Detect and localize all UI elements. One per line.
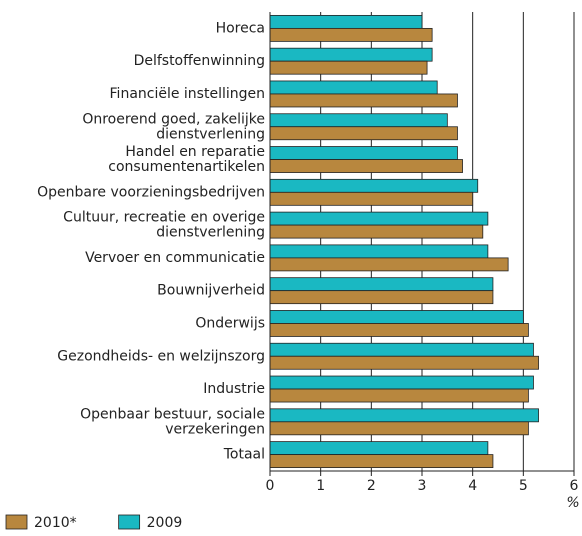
bar: [269, 421, 529, 436]
legend-label: 2010*: [34, 515, 77, 531]
y-tick-label: Onderwijs: [195, 315, 265, 331]
y-tick-label: Delfstoffenwinning: [134, 53, 265, 69]
y-tick-label: Cultuur, recreatie en overige dienstverle…: [63, 210, 265, 241]
bar: [269, 60, 428, 75]
bar: [269, 355, 539, 370]
bar: [269, 375, 534, 390]
y-tick-label: Bouwnijverheid: [157, 283, 265, 299]
bar: [269, 342, 534, 357]
legend-swatch: [118, 514, 141, 530]
bar: [269, 408, 539, 423]
legend-swatch: [5, 514, 28, 530]
bar: [269, 93, 458, 108]
bar: [269, 159, 463, 173]
bar: [269, 290, 494, 305]
bar: [269, 244, 489, 259]
bar: [269, 388, 529, 403]
bar: [269, 178, 479, 193]
bar: [269, 191, 474, 206]
bar: [269, 27, 433, 42]
x-tick-label: 0: [266, 478, 275, 494]
x-tick-label: 4: [468, 478, 477, 494]
y-tick-label: Gezondheids- en welzijnszorg: [57, 348, 265, 364]
bar: [269, 146, 458, 160]
y-tick-label: Openbaar bestuur, sociale verzekeringen: [80, 406, 265, 437]
y-tick-label: Totaal: [223, 447, 265, 463]
bar: [269, 323, 529, 337]
bar: [269, 126, 458, 141]
bar: [269, 441, 489, 456]
bar: [269, 257, 509, 272]
y-tick-label: Openbare voorzieningsbedrijven: [37, 184, 265, 200]
bar: [269, 47, 433, 62]
bar: [269, 277, 494, 292]
y-tick-label: Onroerend goed, zakelijke dienstverlening: [82, 111, 265, 142]
x-tick-label: 6: [570, 478, 579, 494]
bar: [269, 14, 423, 29]
x-tick-label: 3: [418, 478, 427, 494]
bar: [269, 113, 448, 128]
bar: [269, 310, 524, 324]
y-tick-label: Industrie: [203, 381, 265, 397]
y-tick-label: Vervoer en communicatie: [85, 250, 265, 266]
x-tick-label: 2: [367, 478, 376, 494]
x-tick-label: 1: [316, 478, 325, 494]
bar: [269, 80, 438, 95]
bar: [269, 224, 484, 239]
y-tick-label: Horeca: [216, 20, 265, 36]
bar: [269, 211, 489, 226]
x-tick-label: 5: [519, 478, 528, 494]
bar: [269, 454, 494, 469]
legend-label: 2009: [147, 515, 183, 531]
y-tick-label: Financiële instellingen: [110, 86, 265, 102]
x-axis-label: %: [566, 495, 579, 511]
y-tick-label: Handel en reparatie consumentenartikelen: [108, 144, 265, 175]
